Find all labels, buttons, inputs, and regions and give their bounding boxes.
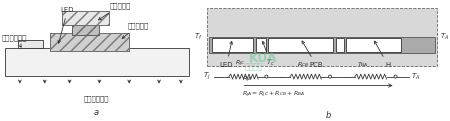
Text: $R_{jA}$: $R_{jA}$ <box>242 74 252 85</box>
Bar <box>268 38 333 52</box>
Bar <box>50 33 129 51</box>
Bar <box>207 8 437 66</box>
Bar <box>62 11 109 25</box>
Circle shape <box>394 75 397 78</box>
Bar <box>72 25 99 35</box>
Text: $R_{JC}$: $R_{JC}$ <box>235 58 246 69</box>
Circle shape <box>328 75 332 78</box>
Text: $T_j$: $T_j$ <box>203 71 211 82</box>
Text: a: a <box>94 108 99 117</box>
Bar <box>5 48 189 76</box>
Text: 主要散热方向: 主要散热方向 <box>84 95 109 102</box>
Bar <box>212 38 253 52</box>
Text: H: H <box>374 41 390 68</box>
Text: $R_{CB}$: $R_{CB}$ <box>297 60 309 69</box>
Circle shape <box>265 75 268 78</box>
Text: $T_A$: $T_A$ <box>440 32 450 42</box>
Text: $T_{BA}$: $T_{BA}$ <box>357 60 369 69</box>
Text: $T_A$: $T_A$ <box>411 72 421 82</box>
Bar <box>62 11 109 25</box>
Bar <box>18 40 43 48</box>
Text: PCB: PCB <box>302 41 323 68</box>
Bar <box>336 38 344 52</box>
Text: 铝基板导电层: 铝基板导电层 <box>2 34 27 47</box>
Bar <box>72 25 99 35</box>
Text: LED: LED <box>220 41 234 68</box>
Text: $R_{jA}=R_{JC}+R_{CB}+R_{BA}$: $R_{jA}=R_{JC}+R_{CB}+R_{BA}$ <box>242 89 305 100</box>
Text: $T_c$: $T_c$ <box>262 41 275 68</box>
Bar <box>256 38 266 52</box>
Text: 跨越电子: 跨越电子 <box>244 62 263 71</box>
Bar <box>346 38 400 52</box>
Text: b: b <box>325 111 331 120</box>
Text: KUA: KUA <box>249 52 278 65</box>
Bar <box>209 37 435 53</box>
Text: $T_f$: $T_f$ <box>194 32 203 42</box>
Bar <box>50 33 129 51</box>
Text: 铜合金基座: 铜合金基座 <box>122 22 148 38</box>
Text: LED: LED <box>58 7 74 43</box>
Text: 大功率管芯: 大功率管芯 <box>99 2 130 20</box>
